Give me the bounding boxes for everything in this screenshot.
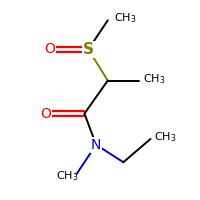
- Text: O: O: [40, 107, 51, 121]
- Text: CH$_3$: CH$_3$: [114, 11, 136, 25]
- Text: N: N: [91, 138, 101, 152]
- Text: O: O: [44, 42, 55, 56]
- Text: S: S: [83, 42, 94, 57]
- Text: CH$_3$: CH$_3$: [56, 169, 78, 183]
- Text: CH$_3$: CH$_3$: [143, 72, 165, 86]
- Text: CH$_3$: CH$_3$: [154, 130, 177, 144]
